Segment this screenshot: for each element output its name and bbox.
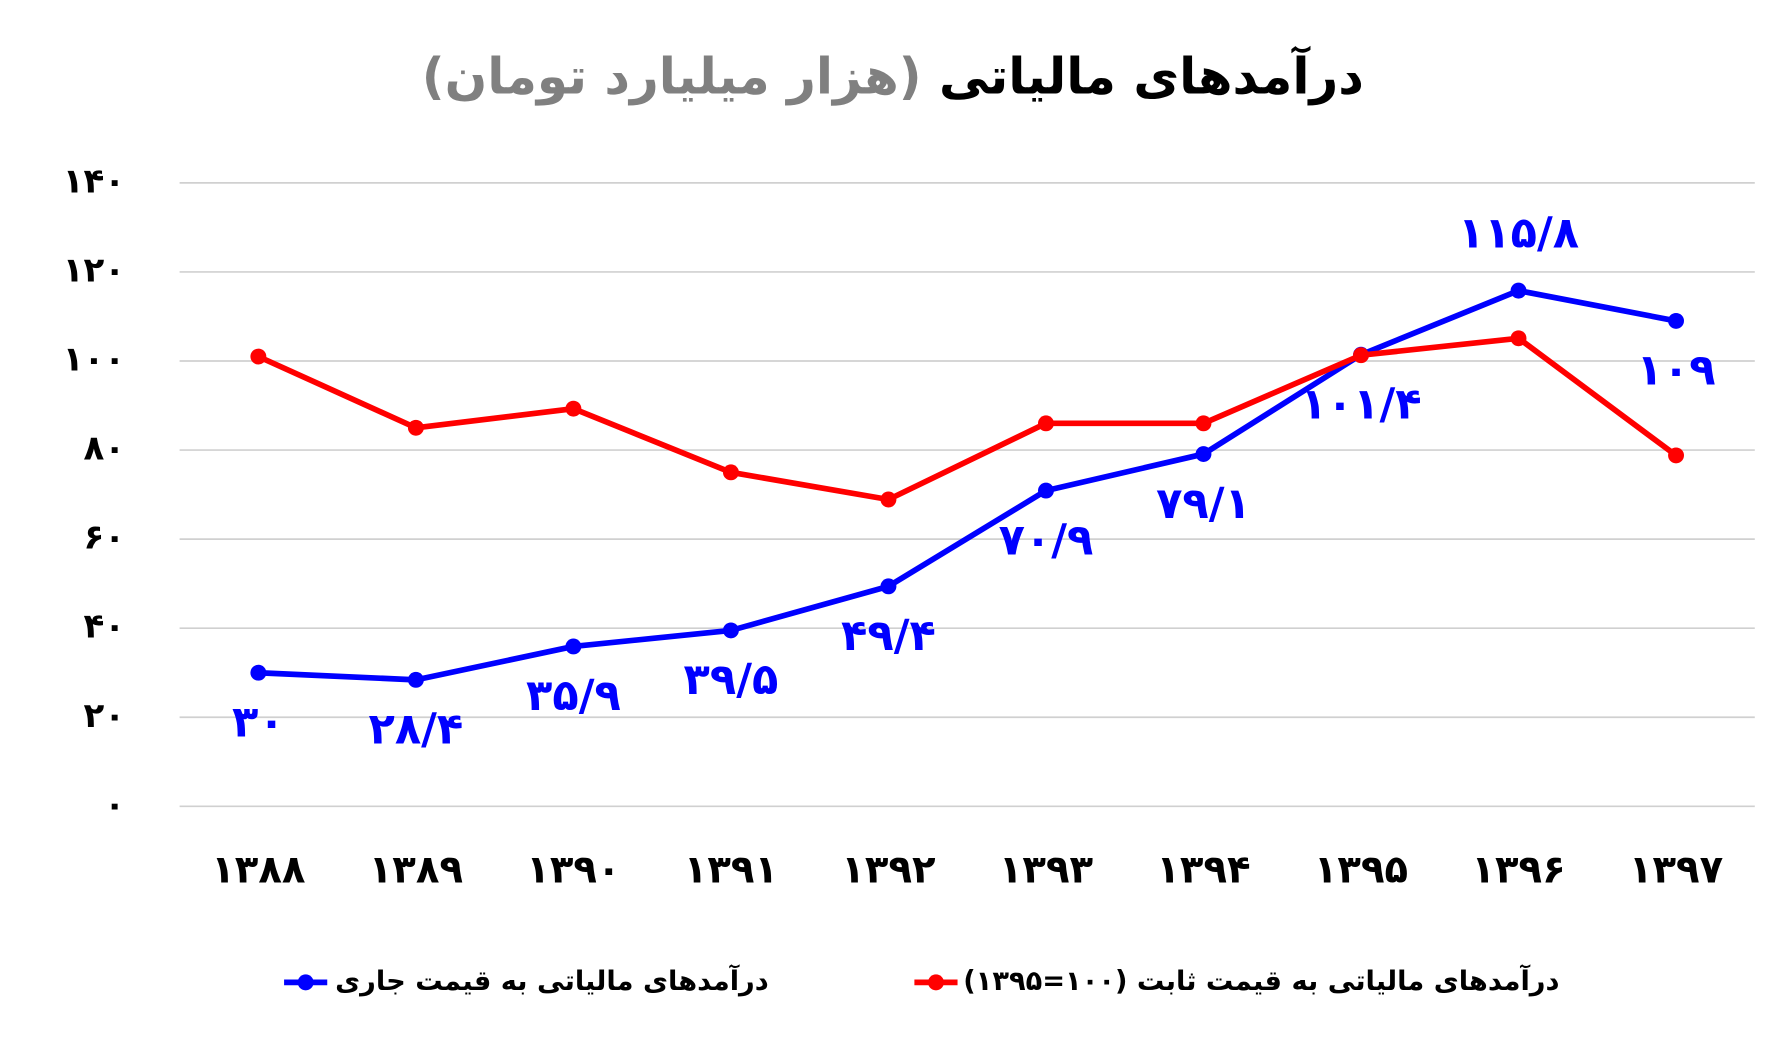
x-tick-label: ۱۳۸۹ <box>369 848 463 893</box>
y-tick-label: ۰ <box>104 785 125 825</box>
point <box>407 671 424 688</box>
data-label: ۷۹/۱ <box>1156 479 1251 529</box>
point <box>880 578 897 595</box>
chart-subtitle: (هزار میلیارد تومان) <box>422 47 922 106</box>
x-tick-label: ۱۳۹۵ <box>1314 848 1408 893</box>
point <box>1195 415 1212 432</box>
point <box>1038 482 1054 499</box>
point <box>1668 447 1684 464</box>
x-tick-label: ۱۳۹۱ <box>684 848 778 893</box>
x-tick-label: ۱۳۹۰ <box>526 848 620 893</box>
legend-label: درآمدهای مالیاتی به قیمت ثابت (۱۰۰=۱۳۹۵) <box>963 964 1559 997</box>
data-label: ۱۰۱/۴ <box>1300 379 1421 429</box>
x-tick-label: ۱۳۸۸ <box>211 848 305 893</box>
point <box>1038 415 1054 432</box>
data-label: ۱۰۹ <box>1637 346 1716 396</box>
series-line <box>257 335 1678 503</box>
point <box>722 464 739 481</box>
data-label: ۴۹/۴ <box>841 611 936 661</box>
x-tick-label: ۱۳۹۲ <box>841 848 936 893</box>
y-tick-label: ۸۰ <box>83 429 125 469</box>
point <box>1510 282 1527 299</box>
point <box>1353 347 1369 364</box>
x-tick-label: ۱۳۹۷ <box>1629 848 1723 893</box>
y-tick-label: ۴۰ <box>83 607 125 647</box>
point <box>565 400 582 417</box>
chart-title: درآمدهای مالیاتی <box>939 45 1364 105</box>
y-tick-label: ۱۴۰ <box>63 161 125 201</box>
point <box>250 348 267 365</box>
point <box>1668 312 1684 329</box>
data-label: ۷۰/۹ <box>999 515 1094 565</box>
point <box>1195 446 1212 463</box>
data-label: ۱۱۵/۸ <box>1458 209 1579 259</box>
point <box>880 491 897 508</box>
y-tick-label: ۱۰۰ <box>63 339 125 379</box>
legend-marker <box>928 974 944 991</box>
y-tick-label: ۲۰ <box>83 696 125 736</box>
series-line <box>258 287 1677 683</box>
data-label: ۳۰ <box>232 697 285 747</box>
point <box>565 638 582 655</box>
data-label: ۳۹/۵ <box>684 655 779 705</box>
data-label: ۲۸/۴ <box>369 705 464 755</box>
x-tick-label: ۱۳۹۳ <box>999 848 1094 893</box>
point <box>1510 330 1527 347</box>
point <box>722 622 739 639</box>
point <box>250 664 267 681</box>
y-tick-label: ۶۰ <box>83 518 125 558</box>
data-label: ۳۵/۹ <box>526 671 621 721</box>
y-tick-label: ۱۲۰ <box>63 250 125 290</box>
legend-marker <box>297 974 314 991</box>
point <box>407 419 424 436</box>
x-tick-label: ۱۳۹۶ <box>1471 848 1565 893</box>
x-tick-label: ۱۳۹۴ <box>1156 848 1250 893</box>
chart-title-group: درآمدهای مالیاتی (هزار میلیارد تومان) <box>422 45 1364 106</box>
legend-label: درآمدهای مالیاتی به قیمت جاری <box>335 964 769 997</box>
